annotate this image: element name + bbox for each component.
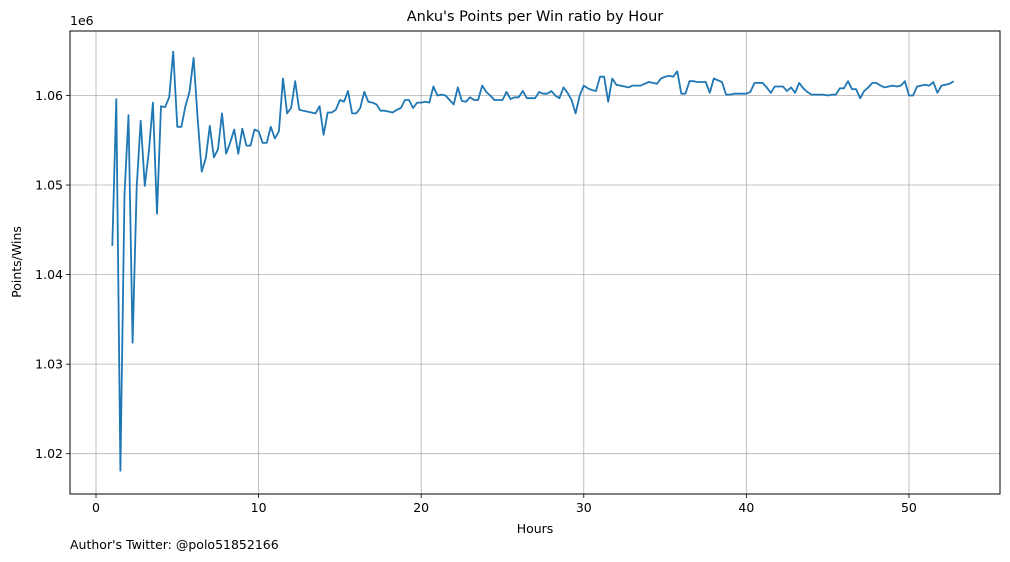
ticks: 0 10 20 30 40 50 1.02 1.03 1.04 1.05 1.06 [35,88,917,515]
y-tick-label: 1.05 [35,178,63,193]
y-tick-label: 1.04 [35,267,63,282]
y-tick-label: 1.06 [35,88,63,103]
y-tick-label: 1.02 [35,446,63,461]
grid [70,31,1000,494]
x-tick-label: 40 [738,500,754,515]
y-axis-label: Points/Wins [9,226,24,298]
x-tick-label: 30 [576,500,592,515]
x-tick-label: 10 [251,500,267,515]
x-tick-label: 20 [413,500,429,515]
x-tick-label: 50 [901,500,917,515]
chart-title: Anku's Points per Win ratio by Hour [407,9,664,25]
plot-frame [69,30,1001,495]
x-tick-label: 0 [92,500,100,515]
series-line [111,50,955,472]
y-tick-label: 1.03 [35,357,63,372]
y-offset-label: 1e6 [70,13,94,28]
x-axis-label: Hours [517,521,554,536]
author-credit: Author's Twitter: @polo51852166 [70,537,279,552]
